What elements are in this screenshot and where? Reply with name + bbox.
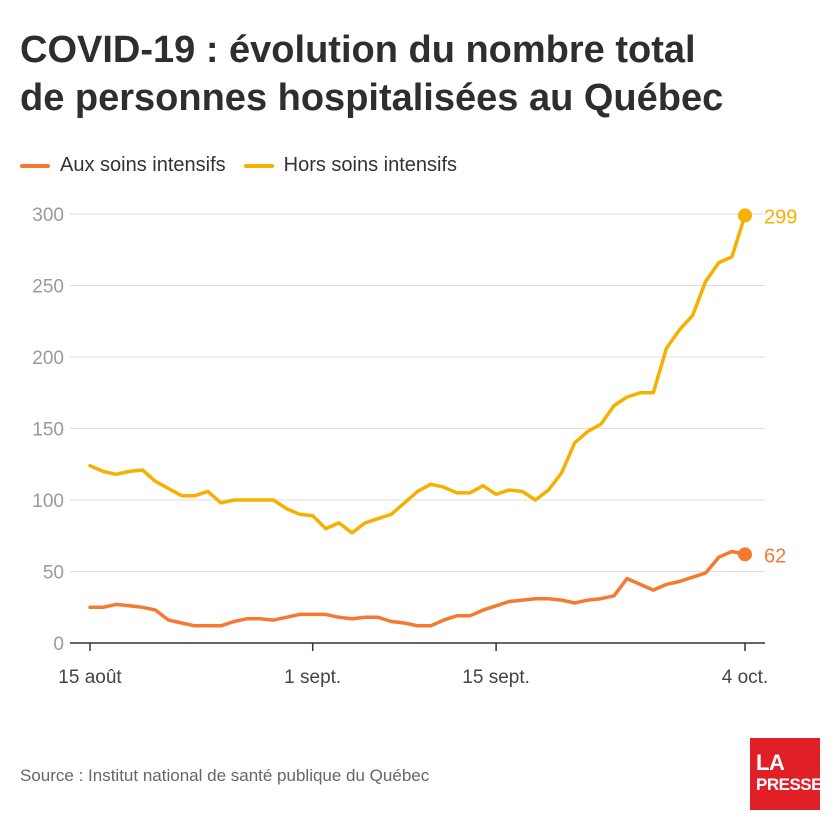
y-tick-label-50: 50 <box>43 563 64 584</box>
chart-title-line-1: COVID-19 : évolution du nombre total <box>20 29 696 71</box>
legend-swatch-soins-intensifs <box>20 163 50 168</box>
end-marker-1 <box>738 208 752 223</box>
chart-legend: Aux soins intensifs Hors soins intensifs <box>20 154 475 177</box>
logo-line-1: LA <box>756 750 785 775</box>
y-tick-label-150: 150 <box>32 420 64 441</box>
series-line-0 <box>88 549 747 628</box>
la-presse-logo: LA PRESSE <box>750 738 822 810</box>
end-label-1: 299 <box>764 206 797 228</box>
legend-item-hors-soins-intensifs: Hors soins intensifs <box>243 154 458 177</box>
chart-title-line-2: de personnes hospitalisées au Québec <box>20 77 724 119</box>
chart-title: COVID-19 : évolution du nombre total de … <box>20 26 800 122</box>
legend-label-hors-soins-intensifs: Hors soins intensifs <box>283 154 458 176</box>
line-chart: 0 50 100 150 200 250 300 15 août 1 sept. 15 sept.… <box>32 205 797 688</box>
legend-swatch-hors-soins-intensifs <box>243 163 274 168</box>
legend-label-soins-intensifs: Aux soins intensifs <box>60 154 226 176</box>
legend-item-soins-intensifs: Aux soins intensifs <box>20 154 226 177</box>
x-tick-label-1: 1 sept. <box>284 667 341 688</box>
source-note: Source : Institut national de santé publ… <box>20 766 430 785</box>
y-tick-label-300: 300 <box>32 205 64 226</box>
series-line-1 <box>88 213 747 535</box>
end-label-0: 62 <box>764 545 786 567</box>
y-tick-label-100: 100 <box>32 491 64 512</box>
x-tick-label-0: 15 août <box>58 667 122 688</box>
y-tick-label-200: 200 <box>32 348 64 369</box>
y-tick-label-0: 0 <box>53 634 64 655</box>
end-marker-0 <box>738 547 752 562</box>
x-tick-label-2: 15 sept. <box>462 667 530 688</box>
y-tick-label-250: 250 <box>32 277 64 298</box>
logo-line-2: PRESSE <box>756 775 822 794</box>
x-tick-label-3: 4 oct. <box>722 667 768 688</box>
